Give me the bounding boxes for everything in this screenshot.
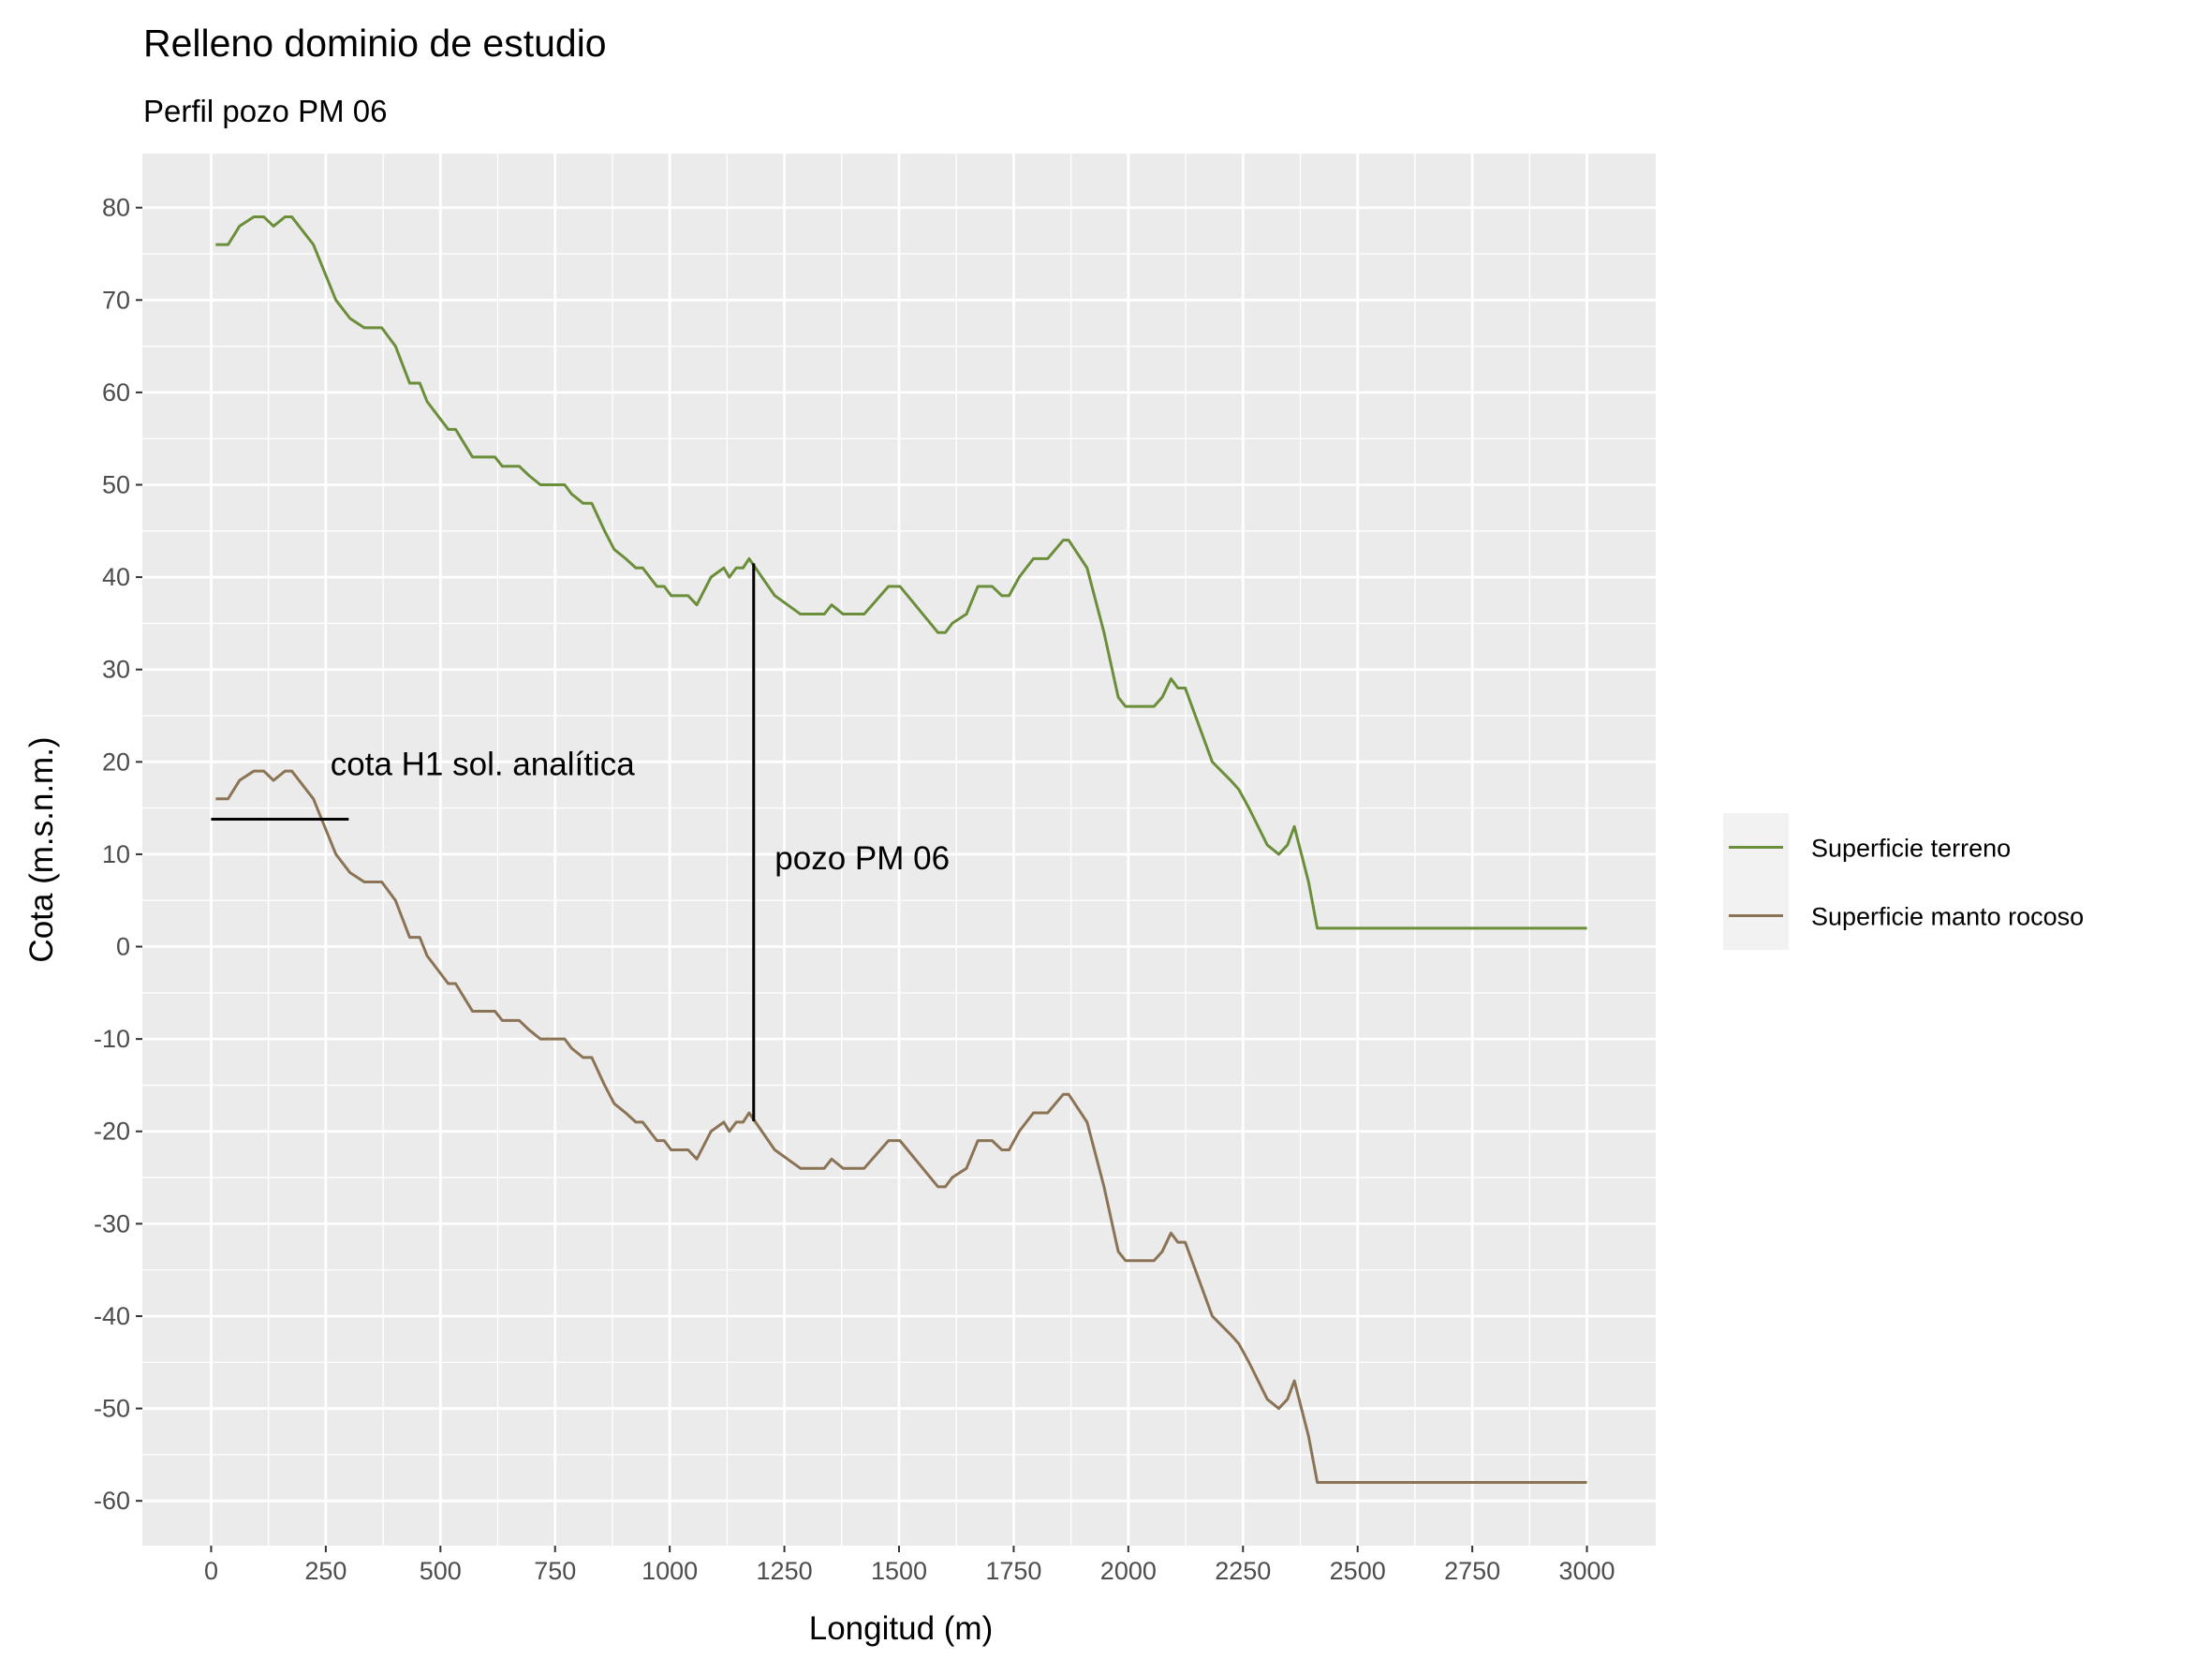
y-tick-label: -50	[94, 1395, 130, 1423]
y-tick-label: 50	[102, 471, 130, 499]
y-tick-label: -10	[94, 1025, 130, 1053]
legend-key-background	[1723, 813, 1789, 950]
series-line	[215, 769, 1587, 1484]
y-tick-label: 10	[102, 840, 130, 868]
y-tick-label: 20	[102, 748, 130, 776]
x-tick-label: 500	[420, 1557, 462, 1585]
y-tick-label: -30	[94, 1209, 130, 1237]
y-tick-label: 30	[102, 656, 130, 684]
x-tick-label: 1500	[871, 1557, 927, 1585]
annotation-text: cota H1 sol. analítica	[331, 746, 635, 782]
series-line	[215, 215, 1587, 930]
x-tick-label: 1250	[757, 1557, 813, 1585]
annotation-text: pozo PM 06	[774, 840, 950, 877]
x-tick-label: 0	[204, 1557, 218, 1585]
x-tick-label: 2750	[1444, 1557, 1500, 1585]
x-tick-label: 250	[304, 1557, 347, 1585]
y-tick-label: 0	[116, 933, 130, 961]
y-axis-title: Cota (m.s.n.m.)	[23, 736, 60, 962]
y-tick-label: 70	[102, 286, 130, 314]
x-axis-title: Longitud (m)	[809, 1610, 993, 1647]
x-tick-label: 2500	[1330, 1557, 1386, 1585]
chart-subtitle: Perfil pozo PM 06	[143, 94, 387, 128]
x-tick-label: 3000	[1559, 1557, 1615, 1585]
legend-label: Superficie terreno	[1811, 835, 2011, 863]
y-tick-label: -60	[94, 1487, 130, 1515]
y-tick-label: 40	[102, 563, 130, 591]
y-tick-label: -40	[94, 1302, 130, 1330]
x-tick-label: 1000	[641, 1557, 698, 1585]
x-tick-label: 2250	[1215, 1557, 1271, 1585]
legend-label: Superficie manto rocoso	[1811, 903, 2084, 931]
chart-title: Relleno dominio de estudio	[143, 22, 607, 65]
x-tick-label: 1750	[985, 1557, 1041, 1585]
y-tick-label: -20	[94, 1118, 130, 1146]
y-tick-label: 80	[102, 194, 130, 222]
y-tick-label: 60	[102, 378, 130, 407]
x-tick-label: 2000	[1100, 1557, 1157, 1585]
x-tick-label: 750	[534, 1557, 576, 1585]
